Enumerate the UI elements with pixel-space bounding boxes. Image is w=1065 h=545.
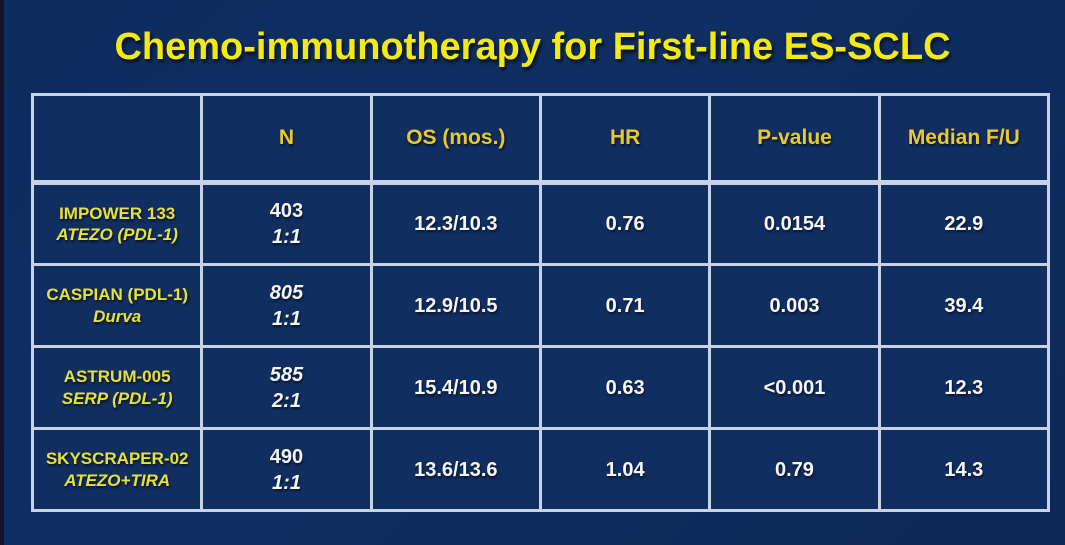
randomization-ratio: 1:1	[272, 226, 301, 248]
hr-value: 0.76	[605, 213, 645, 235]
n-value: 490	[269, 445, 304, 468]
trial-agent: SERP (PDL-1)	[61, 388, 173, 408]
os-value: 13.6/13.6	[414, 458, 498, 481]
table-header: N OS (mos.) HR P-value Median F/U	[30, 93, 1051, 185]
cell-hr: 1.04	[538, 427, 712, 512]
cell-os: 12.3/10.3	[369, 181, 542, 266]
cell-trial: CASPIAN (PDL-1) Durva	[30, 263, 204, 348]
os-value: 12.9/10.5	[414, 294, 498, 317]
hr-value: 1.04	[605, 458, 645, 481]
trial-name: IMPOWER 133	[59, 203, 176, 223]
trial-name: ASTRUM-005	[63, 367, 171, 387]
header-cell-trial	[30, 93, 204, 185]
trial-agent: Durva	[93, 306, 142, 326]
cell-os: 15.4/10.9	[369, 345, 542, 430]
p-value: 0.003	[769, 294, 820, 317]
header-cell-n: N	[200, 93, 373, 185]
p-value: 0.79	[775, 458, 814, 481]
cell-trial: SKYSCRAPER-02 ATEZO+TIRA	[30, 427, 204, 512]
cell-hr: 0.63	[538, 345, 712, 430]
p-value: <0.001	[763, 376, 826, 399]
cell-p-value: <0.001	[708, 345, 881, 430]
p-value: 0.0154	[763, 213, 826, 235]
header-label-n: N	[278, 126, 295, 149]
cell-p-value: 0.79	[708, 427, 881, 512]
randomization-ratio: 1:1	[272, 471, 301, 494]
median-fu-value: 12.3	[944, 376, 984, 399]
hr-value: 0.63	[605, 376, 645, 399]
median-fu-value: 39.4	[944, 294, 984, 317]
randomization-ratio: 1:1	[272, 307, 301, 330]
header-row: N OS (mos.) HR P-value Median F/U	[30, 93, 1051, 185]
table-body: IMPOWER 133 ATEZO (PDL-1) 403 1:1 12.3/1…	[30, 181, 1051, 512]
randomization-ratio: 2:1	[272, 389, 301, 412]
header-cell-os: OS (mos.)	[369, 93, 542, 185]
header-label-median-fu: Median F/U	[907, 126, 1020, 149]
cell-n: 490 1:1	[200, 427, 373, 512]
trial-name: SKYSCRAPER-02	[45, 449, 189, 469]
cell-trial: IMPOWER 133 ATEZO (PDL-1)	[30, 181, 204, 266]
table-row-caspian: CASPIAN (PDL-1) Durva 805 1:1 12.9/10.5 …	[30, 263, 1051, 348]
cell-n: 403 1:1	[200, 181, 373, 266]
header-cell-p-value: P-value	[708, 93, 881, 185]
table-row-astrum005: ASTRUM-005 SERP (PDL-1) 585 2:1 15.4/10.…	[30, 345, 1051, 430]
cell-median-fu: 22.9	[877, 181, 1051, 266]
trial-agent: ATEZO+TIRA	[64, 470, 171, 490]
cell-p-value: 0.003	[708, 263, 881, 348]
cell-hr: 0.71	[538, 263, 712, 348]
header-cell-hr: HR	[538, 93, 712, 185]
median-fu-value: 22.9	[944, 213, 984, 235]
header-label-os: OS (mos.)	[406, 126, 506, 149]
trial-comparison-table: N OS (mos.) HR P-value Median F/U IMPOWE…	[30, 93, 1051, 512]
os-value: 15.4/10.9	[414, 376, 498, 399]
header-label-hr: HR	[609, 126, 641, 149]
cell-hr: 0.76	[538, 181, 712, 266]
left-edge-strip	[0, 0, 4, 545]
cell-os: 12.9/10.5	[369, 263, 542, 348]
trial-name: CASPIAN (PDL-1)	[46, 285, 188, 305]
table-row-impower133: IMPOWER 133 ATEZO (PDL-1) 403 1:1 12.3/1…	[30, 181, 1051, 266]
hr-value: 0.71	[605, 294, 645, 317]
cell-n: 585 2:1	[200, 345, 373, 430]
cell-trial: ASTRUM-005 SERP (PDL-1)	[30, 345, 204, 430]
table-row-skyscraper02: SKYSCRAPER-02 ATEZO+TIRA 490 1:1 13.6/13…	[30, 427, 1051, 512]
cell-p-value: 0.0154	[708, 181, 881, 266]
os-value: 12.3/10.3	[414, 213, 498, 235]
cell-median-fu: 12.3	[877, 345, 1051, 430]
median-fu-value: 14.3	[944, 458, 984, 481]
n-value: 585	[269, 363, 304, 386]
trial-agent: ATEZO (PDL-1)	[56, 225, 178, 244]
cell-n: 805 1:1	[200, 263, 373, 348]
n-value: 805	[269, 281, 304, 304]
cell-os: 13.6/13.6	[369, 427, 542, 512]
header-cell-median-fu: Median F/U	[877, 93, 1051, 185]
header-label-p-value: P-value	[757, 126, 832, 149]
cell-median-fu: 14.3	[877, 427, 1051, 512]
page-title: Chemo-immunotherapy for First-line ES-SC…	[114, 26, 951, 68]
cell-median-fu: 39.4	[877, 263, 1051, 348]
n-value: 403	[269, 200, 304, 222]
